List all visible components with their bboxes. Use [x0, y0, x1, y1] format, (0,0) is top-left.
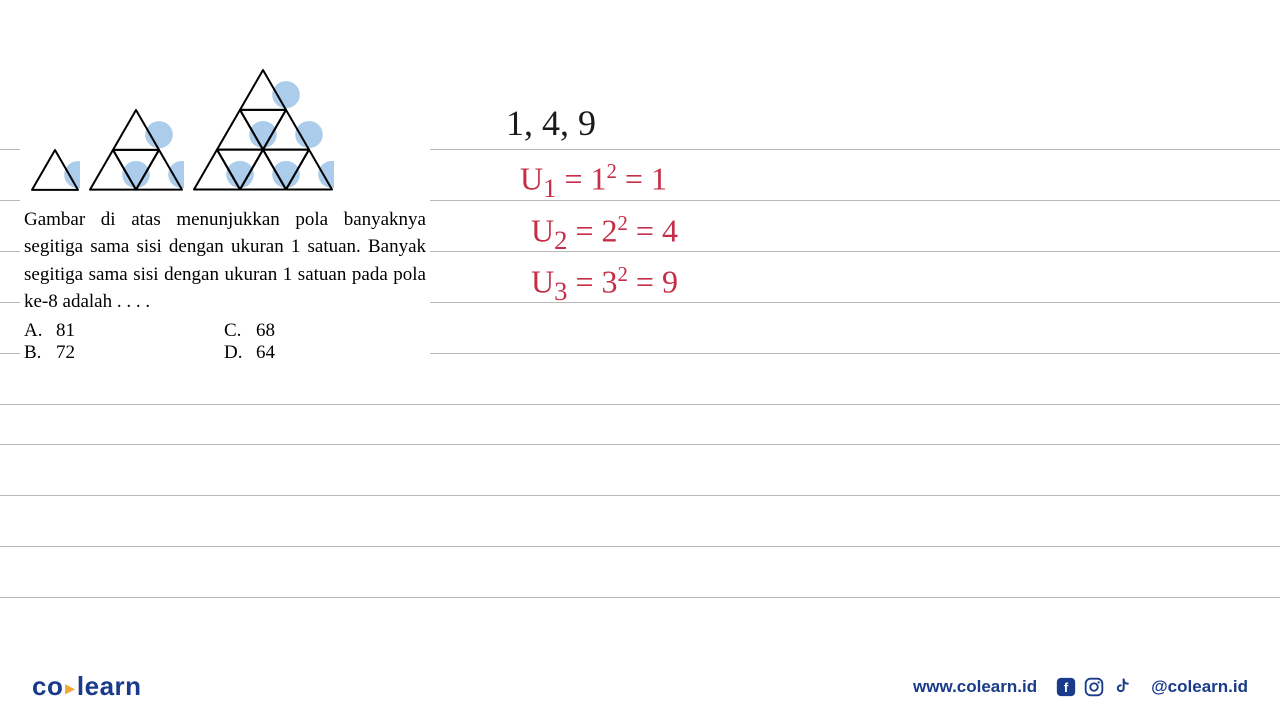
tiktok-icon	[1111, 676, 1133, 698]
footer: co▸learn www.colearn.id f @colearn.id	[0, 671, 1280, 702]
handwriting-line-4: U3 = 32 = 9	[531, 263, 678, 307]
question-text: Gambar di atas menunjukkan pola banyakny…	[24, 206, 426, 316]
instagram-icon	[1083, 676, 1105, 698]
svg-text:f: f	[1064, 680, 1069, 695]
option-d: D. 64	[224, 342, 404, 364]
option-a: A. 81	[24, 320, 224, 342]
triangle-pattern	[24, 68, 426, 192]
triangle-pattern-3	[192, 68, 334, 192]
triangle-pattern-2	[88, 108, 184, 192]
answer-options: A. 81 C. 68 B. 72 D. 64	[24, 320, 426, 364]
footer-handle: @colearn.id	[1151, 677, 1248, 697]
brand-logo: co▸learn	[32, 671, 142, 702]
logo-dot-icon: ▸	[63, 678, 77, 698]
facebook-icon: f	[1055, 676, 1077, 698]
option-c: C. 68	[224, 320, 404, 342]
handwriting-line-1: 1, 4, 9	[506, 102, 596, 144]
footer-url: www.colearn.id	[913, 677, 1037, 697]
handwriting-line-2: U1 = 12 = 1	[520, 160, 667, 204]
handwriting-line-3: U2 = 22 = 4	[531, 212, 678, 256]
option-b: B. 72	[24, 342, 224, 364]
social-icons: f	[1055, 676, 1133, 698]
triangle-pattern-1	[30, 148, 80, 192]
question-block: Gambar di atas menunjukkan pola banyakny…	[20, 60, 430, 376]
